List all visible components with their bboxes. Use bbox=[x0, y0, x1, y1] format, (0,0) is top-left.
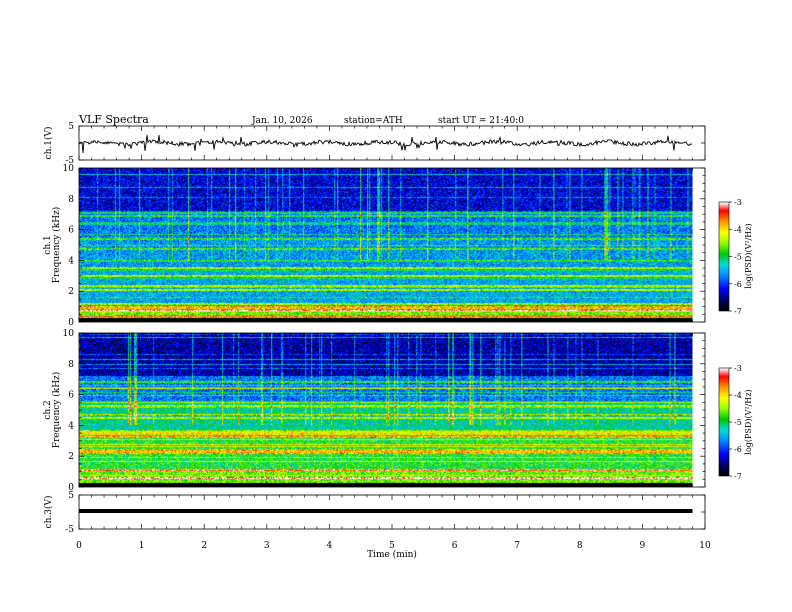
ch1-spectrogram-ylabel: Frequency (kHz) bbox=[51, 207, 62, 284]
x-tick-label: 6 bbox=[452, 541, 458, 551]
date-label: Jan. 10, 2026 bbox=[251, 116, 313, 126]
ch2-colorbar-label: log(PSD)(V²/Hz) bbox=[744, 389, 753, 454]
x-tick-label: 1 bbox=[139, 541, 145, 551]
x-tick-label: 9 bbox=[640, 541, 646, 551]
x-tick-label: 8 bbox=[577, 541, 583, 551]
colorbar-tick-label: -6 bbox=[734, 280, 742, 289]
colorbar-tick-label: -4 bbox=[734, 225, 742, 234]
y-tick-label: 8 bbox=[68, 195, 74, 205]
x-tick-label: 0 bbox=[76, 541, 82, 551]
colorbar-tick-label: -7 bbox=[734, 472, 742, 481]
colorbar-tick-label: -3 bbox=[734, 364, 742, 373]
ch2-spectrogram-ylabel: Frequency (kHz) bbox=[51, 372, 62, 449]
y-tick-label: 0 bbox=[68, 318, 74, 328]
x-tick-label: 2 bbox=[201, 541, 207, 551]
y-tick-label: 5 bbox=[68, 491, 74, 501]
figure-title: VLF Spectra bbox=[78, 113, 149, 126]
colorbar-tick-label: -7 bbox=[734, 307, 742, 316]
y-tick-label: 4 bbox=[68, 256, 74, 266]
y-tick-label: 2 bbox=[68, 287, 74, 297]
ch1-waveform-line bbox=[78, 135, 693, 154]
ch2-colorbar bbox=[719, 368, 729, 476]
y-tick-label: 10 bbox=[63, 329, 75, 339]
ch1-waveform-ylabel: ch.1(V) bbox=[43, 127, 54, 160]
ch2-spectrogram-image bbox=[79, 333, 693, 487]
y-tick-label: 4 bbox=[68, 421, 74, 431]
ch1-spectrogram-channel-label: ch.1 bbox=[43, 235, 53, 254]
colorbar-tick-label: -5 bbox=[734, 418, 742, 427]
y-tick-label: -5 bbox=[65, 156, 74, 166]
x-axis-label: Time (min) bbox=[367, 549, 417, 560]
y-tick-label: -5 bbox=[65, 525, 74, 535]
station-label: station=ATH bbox=[344, 116, 403, 126]
ch1-colorbar-label: log(PSD)(V²/Hz) bbox=[744, 223, 753, 288]
ch1-colorbar bbox=[719, 202, 729, 311]
colorbar-tick-label: -4 bbox=[734, 391, 742, 400]
y-tick-label: 8 bbox=[68, 360, 74, 370]
ch3-waveform-ylabel: ch.3(V) bbox=[43, 496, 54, 529]
colorbar-tick-label: -6 bbox=[734, 445, 742, 454]
x-tick-label: 7 bbox=[514, 541, 520, 551]
colorbar-tick-label: -5 bbox=[734, 253, 742, 262]
x-tick-label: 5 bbox=[389, 541, 395, 551]
start-time-label: start UT = 21:40:0 bbox=[438, 116, 524, 126]
y-tick-label: 5 bbox=[68, 122, 74, 132]
x-tick-label: 3 bbox=[264, 541, 270, 551]
x-tick-label: 4 bbox=[327, 541, 333, 551]
y-tick-label: 6 bbox=[68, 226, 74, 236]
colorbar-tick-label: -3 bbox=[734, 198, 742, 207]
axis-ticks bbox=[78, 125, 732, 530]
y-tick-label: 10 bbox=[63, 164, 75, 174]
y-tick-label: 2 bbox=[68, 452, 74, 462]
ch2-spectrogram-channel-label: ch.2 bbox=[43, 400, 53, 419]
y-tick-label: 6 bbox=[68, 391, 74, 401]
axis-tick-labels: 0 1 2 3 4 5 6 7 8 9 105-50246810-3-4-5-6-70246810-… bbox=[63, 122, 742, 551]
x-tick-label: 10 bbox=[699, 541, 711, 551]
ch1-spectrogram-image bbox=[79, 168, 693, 322]
ch3-waveform-line bbox=[79, 509, 693, 513]
y-tick-label: 0 bbox=[68, 483, 74, 493]
